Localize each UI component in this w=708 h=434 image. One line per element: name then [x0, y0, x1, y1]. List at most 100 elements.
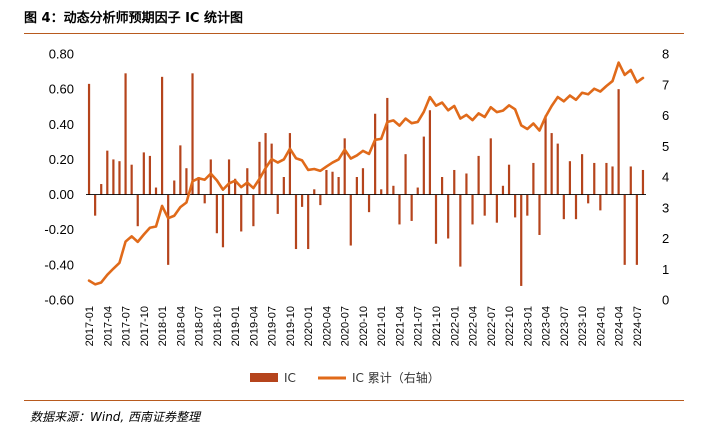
right-tick-label: 5: [662, 139, 669, 154]
left-tick-label: 0.40: [49, 117, 74, 132]
ic-bar: [398, 194, 401, 225]
ic-bar: [593, 162, 596, 195]
legend: IC IC 累计（右轴）: [250, 370, 440, 385]
ic-bar: [556, 143, 559, 195]
x-tick-label: 2018-04: [175, 306, 187, 346]
x-tick-label: 2024-04: [614, 306, 626, 346]
x-tick-label: 2018-07: [194, 306, 206, 346]
ic-bar: [404, 154, 407, 195]
cumulative-ic-line: [87, 61, 645, 286]
x-tick-label: 2023-10: [577, 306, 589, 346]
right-tick-label: 0: [662, 293, 669, 308]
ic-bar: [617, 89, 620, 195]
ic-bar: [459, 194, 462, 267]
ic-bar: [331, 171, 334, 195]
ic-bar: [416, 187, 419, 195]
left-tick-label: -0.60: [44, 293, 74, 308]
ic-bar: [434, 194, 438, 244]
right-tick-label: 2: [662, 231, 669, 246]
ic-bar: [173, 180, 176, 195]
ic-bar: [440, 177, 444, 195]
ic-bar: [453, 169, 456, 195]
ic-bar: [568, 161, 572, 195]
ic-bar: [307, 194, 310, 250]
ic-bar: [325, 169, 328, 195]
ic-bar: [495, 194, 498, 223]
ic-bar: [124, 73, 127, 195]
x-tick-label: 2017-04: [102, 306, 114, 346]
x-tick-label: 2021-10: [431, 306, 443, 346]
ic-bar: [100, 184, 103, 195]
x-tick-label: 2020-07: [340, 306, 352, 346]
ic-bar: [477, 155, 480, 195]
ic-bar: [294, 194, 298, 250]
right-y-axis: 0 1 2 3 4 5 6 7 8: [662, 47, 669, 308]
ic-bar: [489, 138, 492, 195]
ic-bar: [112, 159, 115, 195]
ic-bar: [532, 162, 535, 195]
x-tick-label: 2018-10: [212, 306, 224, 346]
ic-bars: [87, 73, 645, 286]
x-tick-label: 2022-01: [449, 306, 461, 346]
ic-bar: [587, 194, 590, 204]
x-tick-label: 2021-01: [376, 306, 388, 346]
x-tick-label: 2023-07: [559, 306, 571, 346]
x-tick-label: 2019-10: [285, 306, 297, 346]
ic-bar: [209, 159, 212, 195]
ic-bar: [270, 143, 273, 195]
x-tick-label: 2017-07: [121, 306, 133, 346]
ic-bar: [203, 194, 206, 204]
ic-bar: [562, 194, 565, 220]
footer-rule: [24, 400, 684, 401]
ic-bar: [300, 194, 304, 207]
ic-bar: [197, 177, 200, 195]
title-rule: [24, 33, 684, 34]
x-tick-label: 2019-04: [248, 306, 260, 346]
ic-bar: [337, 177, 340, 195]
ic-bar: [240, 194, 243, 232]
ic-bar: [520, 194, 523, 286]
ic-bar: [160, 76, 164, 195]
ic-bar: [282, 177, 285, 195]
ic-bar: [550, 133, 553, 195]
ic-bar: [319, 194, 322, 206]
ic-bar: [343, 138, 346, 195]
ic-bar: [167, 194, 170, 265]
ic-bar: [106, 150, 109, 195]
ic-bar: [501, 185, 505, 195]
ic-bar: [605, 162, 608, 195]
ic-bar: [635, 194, 638, 265]
x-tick-label: 2023-01: [522, 306, 534, 346]
right-tick-label: 8: [662, 47, 669, 62]
ic-bar: [355, 177, 358, 195]
right-tick-label: 1: [662, 262, 669, 277]
ic-bar: [94, 194, 97, 216]
left-y-axis: -0.60 -0.40 -0.20 0.00 0.20 0.40 0.60 0.80: [44, 47, 74, 308]
legend-cumulative-label: IC 累计（右轴）: [352, 370, 440, 385]
x-tick-label: 2024-01: [595, 306, 607, 346]
ic-bar: [447, 194, 450, 239]
right-tick-label: 4: [662, 170, 669, 185]
ic-bar: [599, 194, 602, 211]
ic-bar: [611, 166, 614, 195]
ic-bar: [629, 166, 632, 195]
x-axis: 2017-01 2017-04 2017-07 2017-10 2018-01 2018-…: [84, 306, 644, 346]
x-tick-label: 2021-07: [413, 306, 425, 346]
left-tick-label: 0.80: [49, 47, 74, 62]
x-tick-label: 2019-01: [230, 306, 242, 346]
x-tick-label: 2022-04: [468, 306, 480, 346]
ic-bar: [374, 113, 377, 195]
x-tick-label: 2018-01: [157, 306, 169, 346]
ic-bar: [514, 194, 517, 218]
ic-bar: [179, 145, 182, 195]
ic-bar: [118, 161, 121, 195]
ic-bar: [544, 115, 547, 195]
ic-bar: [428, 110, 432, 195]
ic-bar: [288, 133, 292, 195]
x-tick-label: 2019-07: [267, 306, 279, 346]
x-tick-label: 2021-04: [394, 306, 406, 346]
right-tick-label: 7: [662, 77, 669, 92]
source-note: 数据来源：Wind, 西南证券整理: [30, 410, 201, 424]
ic-bar: [221, 194, 225, 248]
